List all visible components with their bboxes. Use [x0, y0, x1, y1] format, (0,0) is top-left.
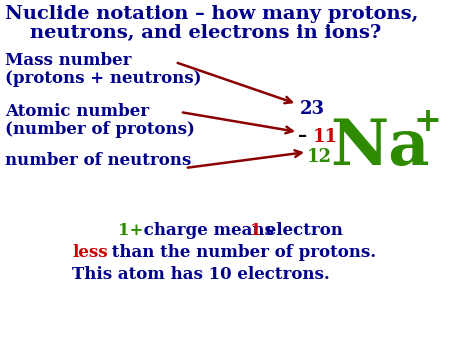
- Text: 1+: 1+: [118, 222, 143, 239]
- Text: charge means: charge means: [138, 222, 280, 239]
- Text: electron: electron: [260, 222, 343, 239]
- Text: Mass number: Mass number: [5, 52, 131, 69]
- Text: +: +: [414, 105, 442, 138]
- Text: number of neutrons: number of neutrons: [5, 152, 191, 169]
- Text: than the number of protons.: than the number of protons.: [106, 244, 376, 261]
- Text: Atomic number: Atomic number: [5, 103, 149, 120]
- Text: 11: 11: [313, 128, 338, 146]
- Text: less: less: [72, 244, 108, 261]
- Text: 12: 12: [307, 148, 332, 166]
- Text: 23: 23: [300, 100, 325, 118]
- Text: This atom has 10 electrons.: This atom has 10 electrons.: [72, 266, 330, 283]
- Text: Na: Na: [330, 118, 429, 179]
- Text: Nuclide notation – how many protons,: Nuclide notation – how many protons,: [5, 5, 419, 23]
- Text: (number of protons): (number of protons): [5, 121, 195, 138]
- Text: 1: 1: [250, 222, 262, 239]
- Text: –: –: [298, 127, 307, 145]
- Text: (protons + neutrons): (protons + neutrons): [5, 70, 201, 87]
- Text: neutrons, and electrons in ions?: neutrons, and electrons in ions?: [30, 24, 381, 42]
